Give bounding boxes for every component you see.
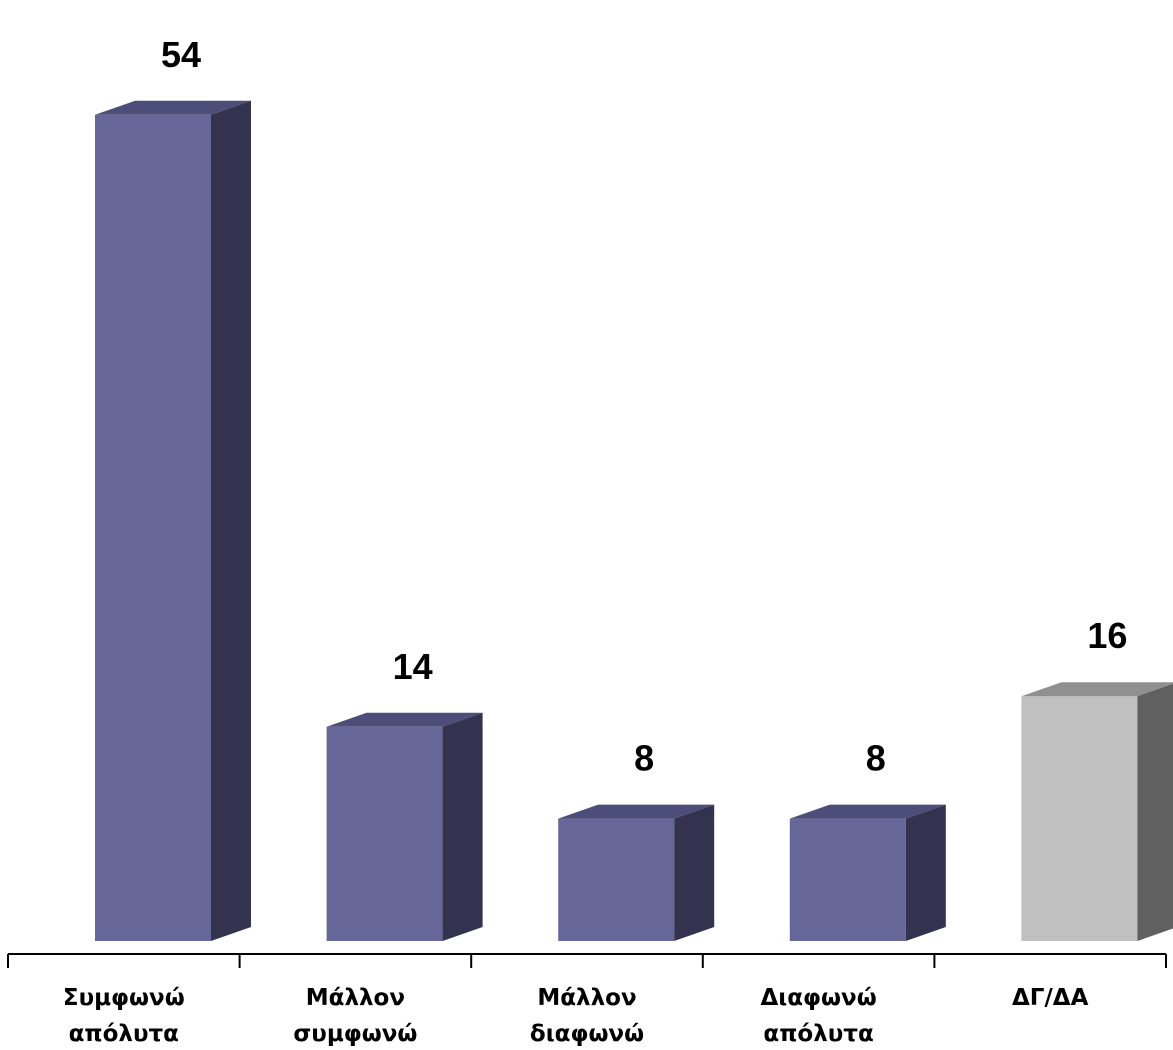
x-axis <box>7 953 1167 968</box>
bar-front <box>789 818 906 941</box>
bar-top <box>558 804 715 819</box>
data-label: 54 <box>161 34 201 75</box>
labels-group: 54 14 8 8 16 Συμφωνώ απόλυτα Μάλλον συμφωνώ Μάλλο… <box>63 34 1128 1047</box>
bar-top <box>326 712 483 727</box>
bar-5 <box>1021 682 1173 941</box>
bar-2 <box>326 712 483 941</box>
category-label: Διαφωνώ απόλυτα <box>760 985 876 1047</box>
category-label: Συμφωνώ απόλυτα <box>63 985 185 1047</box>
bar-front <box>1021 696 1138 941</box>
bar-side <box>1137 683 1173 941</box>
bar-1 <box>95 100 251 942</box>
category-label: Μάλλον διαφωνώ <box>530 985 644 1047</box>
data-label: 14 <box>393 646 433 687</box>
category-label: ΔΓ/ΔΑ <box>1012 985 1089 1011</box>
data-label: 8 <box>866 738 886 779</box>
bar-side <box>905 804 946 941</box>
bar-side <box>674 804 715 941</box>
bar-side <box>211 100 251 942</box>
bar-top <box>789 804 946 819</box>
data-label: 8 <box>634 738 654 779</box>
bar-front <box>558 818 675 941</box>
category-label: Μάλλον συμφωνώ <box>293 985 417 1047</box>
bar-3 <box>558 804 715 941</box>
bar-side <box>442 712 483 941</box>
bar-4 <box>789 804 946 941</box>
bar-front <box>95 114 211 942</box>
bar-top <box>95 100 251 115</box>
bar-front <box>326 726 443 941</box>
data-label: 16 <box>1087 615 1127 656</box>
bars-group <box>95 100 1173 942</box>
bar-top <box>1021 682 1173 697</box>
